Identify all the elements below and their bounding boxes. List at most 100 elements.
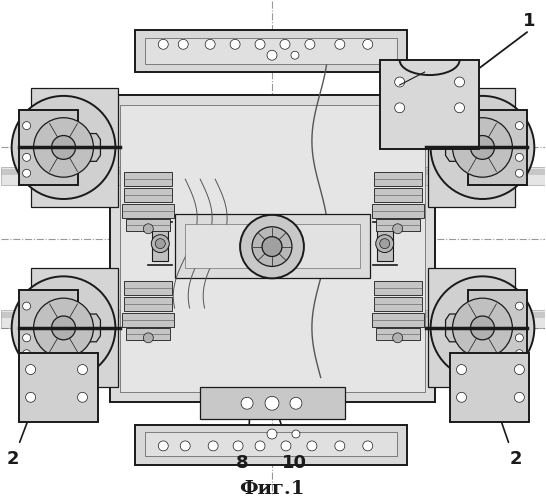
Circle shape — [262, 236, 282, 256]
Circle shape — [454, 77, 465, 87]
Circle shape — [22, 170, 31, 177]
Circle shape — [144, 333, 153, 343]
Bar — [449, 352, 529, 422]
Bar — [19, 290, 79, 366]
Circle shape — [363, 40, 373, 50]
Circle shape — [393, 224, 402, 234]
Bar — [120, 105, 425, 393]
Circle shape — [180, 441, 190, 451]
Circle shape — [252, 227, 292, 266]
Circle shape — [307, 441, 317, 451]
Bar — [152, 226, 168, 262]
Circle shape — [26, 364, 35, 374]
Circle shape — [515, 154, 524, 162]
Circle shape — [280, 40, 290, 50]
Circle shape — [395, 77, 405, 87]
Bar — [467, 290, 527, 366]
Circle shape — [78, 364, 87, 374]
Circle shape — [78, 392, 87, 402]
Polygon shape — [27, 134, 100, 162]
Circle shape — [292, 430, 300, 438]
Polygon shape — [446, 134, 519, 162]
Bar — [31, 88, 118, 207]
Circle shape — [230, 40, 240, 50]
Circle shape — [335, 441, 345, 451]
Bar — [372, 204, 424, 218]
Bar — [1, 310, 545, 328]
Bar — [126, 328, 170, 340]
Circle shape — [255, 441, 265, 451]
Circle shape — [456, 392, 466, 402]
Bar — [428, 88, 515, 207]
Bar — [145, 432, 397, 456]
Bar — [1, 312, 545, 318]
Polygon shape — [27, 314, 100, 342]
Circle shape — [379, 238, 390, 248]
Bar — [126, 219, 170, 230]
Circle shape — [26, 392, 35, 402]
Bar — [124, 297, 172, 311]
Circle shape — [514, 392, 524, 402]
Bar — [372, 313, 424, 327]
Bar — [175, 214, 370, 278]
Circle shape — [431, 276, 535, 380]
Circle shape — [22, 122, 31, 130]
Circle shape — [265, 396, 279, 410]
Circle shape — [155, 238, 165, 248]
Circle shape — [514, 364, 524, 374]
Bar — [200, 388, 345, 419]
Polygon shape — [446, 314, 519, 342]
Circle shape — [453, 118, 512, 177]
Circle shape — [11, 96, 115, 199]
Circle shape — [205, 40, 215, 50]
Text: 8: 8 — [236, 454, 248, 472]
Circle shape — [363, 441, 373, 451]
Circle shape — [515, 334, 524, 342]
Text: Фиг.1: Фиг.1 — [239, 480, 305, 498]
Bar — [19, 110, 79, 185]
Circle shape — [515, 170, 524, 177]
Bar — [135, 30, 407, 72]
Bar — [374, 297, 422, 311]
Bar — [374, 172, 422, 186]
Bar — [379, 60, 479, 150]
Circle shape — [240, 215, 304, 278]
Bar — [124, 188, 172, 202]
Circle shape — [11, 276, 115, 380]
Circle shape — [267, 429, 277, 439]
Bar — [1, 168, 545, 185]
Circle shape — [454, 103, 465, 113]
Bar — [124, 282, 172, 295]
Circle shape — [290, 398, 302, 409]
Circle shape — [151, 234, 169, 252]
Circle shape — [22, 154, 31, 162]
Circle shape — [158, 441, 168, 451]
Bar — [110, 95, 435, 402]
Bar — [122, 204, 174, 218]
Bar — [122, 313, 174, 327]
Circle shape — [471, 316, 495, 340]
Circle shape — [456, 364, 466, 374]
Circle shape — [431, 96, 535, 199]
Circle shape — [51, 316, 75, 340]
Circle shape — [281, 441, 291, 451]
Circle shape — [255, 40, 265, 50]
Bar — [376, 219, 420, 230]
Circle shape — [515, 302, 524, 310]
Bar — [135, 425, 407, 465]
Circle shape — [144, 224, 153, 234]
Bar — [31, 268, 118, 388]
Circle shape — [471, 136, 495, 160]
Bar — [1, 170, 545, 175]
Circle shape — [22, 334, 31, 342]
Circle shape — [267, 50, 277, 60]
Circle shape — [178, 40, 188, 50]
Bar — [428, 268, 515, 388]
Bar — [467, 110, 527, 185]
Bar — [374, 282, 422, 295]
Circle shape — [335, 40, 345, 50]
Circle shape — [158, 40, 168, 50]
Bar — [376, 328, 420, 340]
Circle shape — [22, 302, 31, 310]
Circle shape — [291, 52, 299, 59]
